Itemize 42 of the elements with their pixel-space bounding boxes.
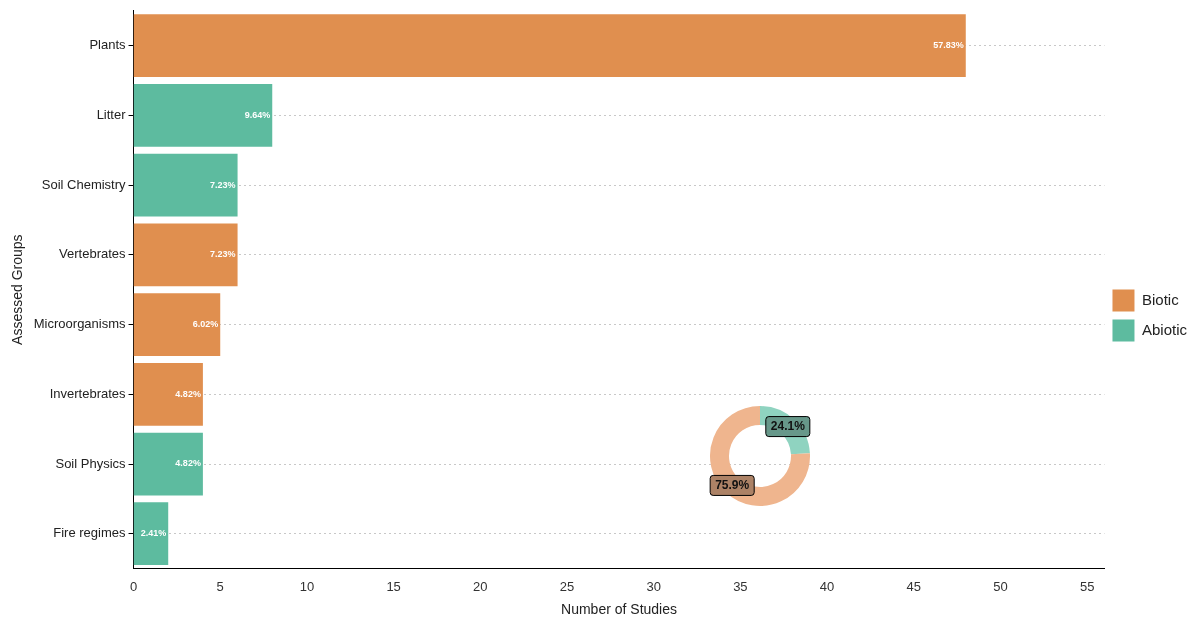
x-axis-title: Number of Studies — [561, 601, 677, 618]
bar — [133, 223, 238, 287]
y-tick-label: Microorganisms — [33, 316, 127, 332]
y-tick-label: Litter — [96, 106, 127, 122]
x-tick-label: 45 — [906, 578, 921, 594]
x-tick-label: 20 — [473, 578, 488, 594]
annotation: 4.82% — [175, 458, 201, 469]
annotation: 4.82% — [175, 388, 201, 399]
x-tick-label: 50 — [993, 578, 1008, 594]
y-tick-label: Plants — [89, 37, 127, 53]
bar — [133, 153, 238, 217]
data-label: 75.9% — [715, 477, 750, 492]
bar — [133, 502, 169, 566]
bar — [133, 432, 203, 496]
legend-label: Biotic — [1141, 290, 1180, 308]
x-tick-label: 55 — [1079, 578, 1095, 594]
y-axis-title: Assessed Groups — [9, 234, 26, 345]
y-tick-label: Invertebrates — [49, 385, 127, 401]
bar — [133, 362, 203, 426]
bar — [133, 84, 273, 147]
y-tick-label: Fire regimes — [53, 525, 127, 541]
y-tick-label: Vertebrates — [59, 246, 127, 262]
annotation: 6.02% — [192, 319, 219, 330]
x-tick-label: 30 — [646, 578, 661, 594]
annotation: 7.23% — [210, 179, 236, 190]
x-tick-label: 35 — [733, 578, 748, 594]
y-tick-label: Soil Physics — [55, 455, 127, 471]
annotation: 9.64% — [244, 109, 271, 120]
annotation: 57.83% — [933, 40, 964, 51]
data-label: 24.1% — [770, 418, 806, 433]
x-tick-label: 25 — [559, 578, 575, 594]
x-tick-label: 5 — [216, 578, 224, 594]
legend-label: Abiotic — [1141, 320, 1188, 338]
annotation: 2.41% — [140, 528, 167, 539]
bar — [133, 14, 966, 78]
x-tick-label: 40 — [819, 578, 835, 594]
bar — [133, 293, 221, 356]
x-tick-label: 10 — [299, 578, 315, 594]
y-tick-label: Soil Chemistry — [41, 176, 127, 192]
annotation: 7.23% — [210, 249, 236, 260]
x-tick-label: 0 — [129, 578, 138, 594]
x-tick-label: 15 — [386, 578, 401, 594]
